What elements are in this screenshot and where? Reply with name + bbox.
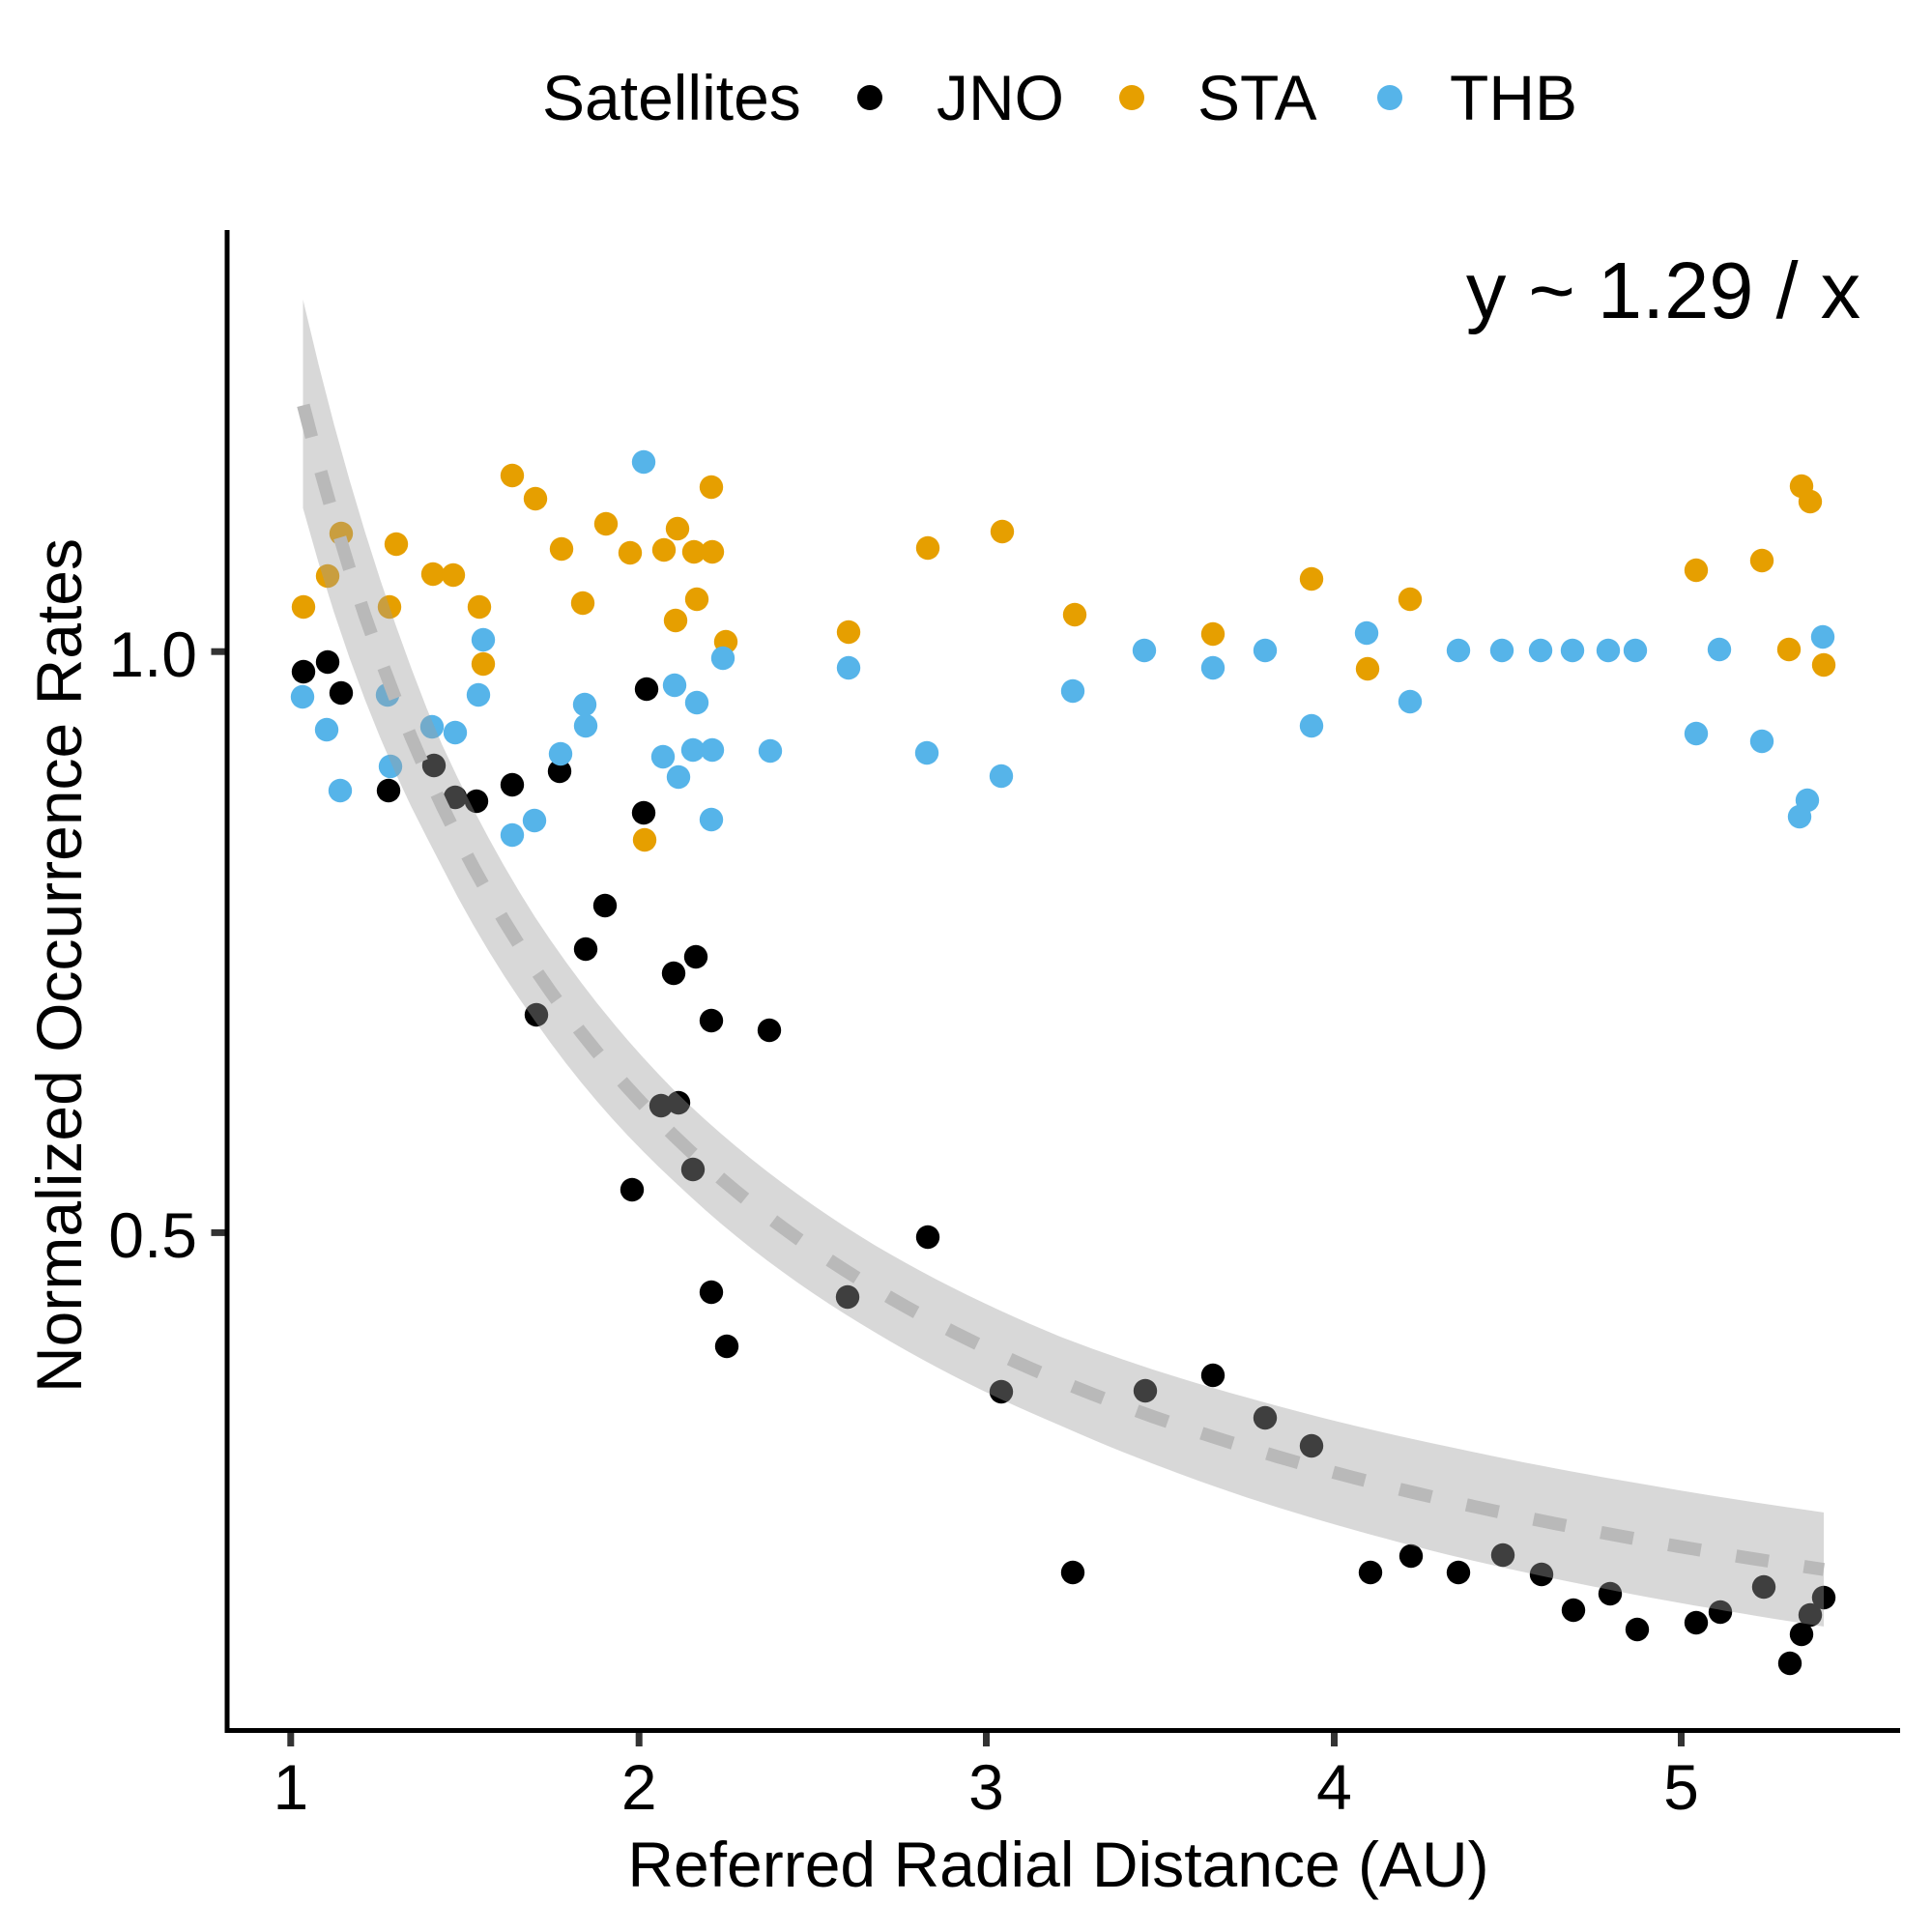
svg-text:STA: STA <box>1197 62 1316 133</box>
svg-text:Normalized Occurrence Rates: Normalized Occurrence Rates <box>23 538 95 1393</box>
svg-text:2: 2 <box>621 1751 657 1823</box>
svg-text:Satellites: Satellites <box>542 62 801 133</box>
svg-text:0.5: 0.5 <box>108 1199 197 1271</box>
svg-text:Referred Radial Distance (AU): Referred Radial Distance (AU) <box>627 1829 1488 1900</box>
svg-text:4: 4 <box>1316 1751 1352 1823</box>
svg-text:y ~ 1.29 / x: y ~ 1.29 / x <box>1466 245 1860 335</box>
svg-text:1: 1 <box>273 1751 308 1823</box>
svg-text:JNO: JNO <box>937 62 1064 133</box>
svg-text:5: 5 <box>1663 1751 1699 1823</box>
svg-text:1.0: 1.0 <box>108 619 197 690</box>
svg-text:THB: THB <box>1450 62 1577 133</box>
svg-text:3: 3 <box>968 1751 1004 1823</box>
